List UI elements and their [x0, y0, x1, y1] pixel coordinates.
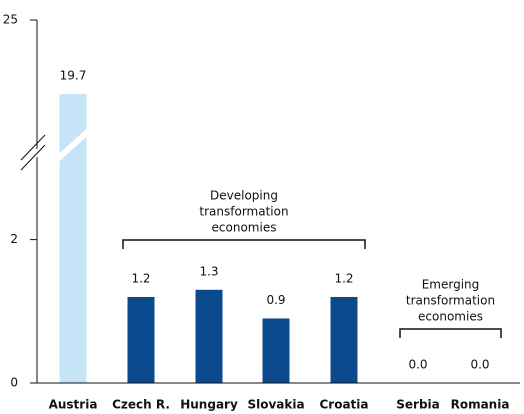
x-tick-label: Romania: [451, 398, 510, 412]
axis-break-mark: [20, 144, 46, 171]
y-tick-label: 0: [10, 376, 18, 390]
break-gap: [58, 128, 88, 162]
value-label: 1.2: [131, 271, 150, 285]
axis-break-mark: [20, 134, 46, 161]
value-label: 1.2: [334, 271, 353, 285]
y-tick-label: 2: [10, 232, 18, 246]
value-label: 0.0: [408, 358, 427, 372]
bar: [195, 289, 223, 383]
x-tick-label: Slovakia: [247, 398, 304, 412]
value-label: 1.3: [199, 264, 218, 278]
x-tick-label: Croatia: [319, 398, 368, 412]
group-label: transformation: [199, 205, 288, 219]
group-label: economies: [212, 221, 277, 235]
y-tick-label: 25: [3, 13, 18, 27]
group-label: economies: [418, 310, 483, 324]
group-bracket: [122, 239, 366, 249]
x-tick-label: Serbia: [396, 398, 440, 412]
bar: [330, 296, 358, 383]
x-tick-label: Hungary: [180, 398, 238, 412]
group-label: Emerging: [422, 278, 480, 292]
value-label: 0.0: [470, 358, 489, 372]
group-bracket: [399, 328, 502, 338]
group-label: transformation: [406, 294, 495, 308]
bar: [262, 318, 290, 383]
group-label: Developing: [210, 189, 278, 203]
value-label: 0.9: [266, 293, 285, 307]
x-tick-label: Austria: [49, 398, 98, 412]
x-tick-label: Czech R.: [112, 398, 170, 412]
value-label: 19.7: [60, 69, 87, 83]
bar: [127, 296, 155, 383]
